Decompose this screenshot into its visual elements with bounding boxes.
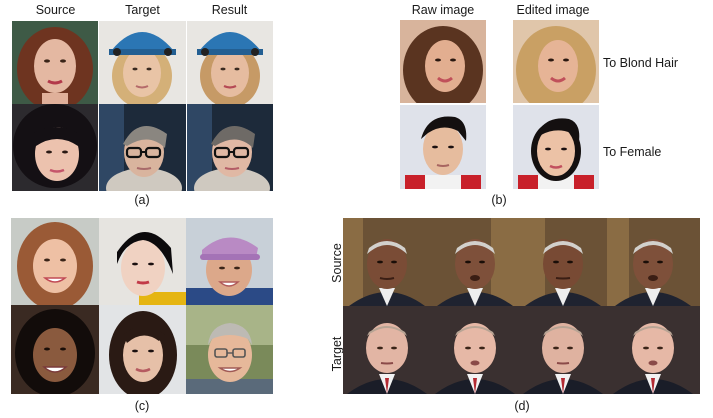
panel-d-row-label-source: Source [330,243,344,283]
panel-b-edit-label-female: To Female [603,145,662,159]
panel-b-caption: (b) [491,193,507,207]
panel-a-header-result: Result [211,3,248,17]
panel-a-header-source: Source [35,3,76,17]
panel-c-face-3 [186,218,273,305]
panel-d-target-frame-3 [519,306,607,394]
panel-a-result-face-1 [187,21,273,104]
panel-c-caption: (c) [134,399,150,413]
panel-c-face-2 [99,218,186,305]
panel-a-source-face-1 [12,21,98,104]
panel-b-edited-face-2 [513,105,599,189]
panel-d-source-frame-2 [431,218,519,306]
panel-a-caption: (a) [134,193,150,207]
panel-d-target-frame-1 [343,306,431,394]
panel-d-source-frame-1 [343,218,431,306]
panel-c-face-6 [186,305,273,394]
panel-a-header-target: Target [125,3,160,17]
panel-d-target-frame-4 [607,306,700,394]
panel-a-target-face-2 [99,104,186,191]
panel-d-source-frame-3 [519,218,607,306]
panel-c-face-1 [11,218,99,305]
panel-a-target-face-1 [99,21,186,104]
panel-b-header-edited: Edited image [516,3,590,17]
panel-d-row-label-target: Target [330,336,344,372]
panel-b-raw-face-1 [400,20,486,103]
panel-b-header-raw: Raw image [411,3,475,17]
panel-a-source-face-2 [12,104,98,191]
panel-d-source-frame-4 [607,218,700,306]
panel-a-result-face-2 [187,104,273,191]
panel-b-edited-face-1 [513,20,599,103]
panel-b-edit-label-blond: To Blond Hair [603,56,679,70]
panel-d-caption: (d) [514,399,530,413]
panel-c-face-4 [11,305,99,394]
panel-d-target-frame-2 [431,306,519,394]
panel-c-face-5 [99,305,186,394]
panel-b-raw-face-2 [400,105,486,189]
